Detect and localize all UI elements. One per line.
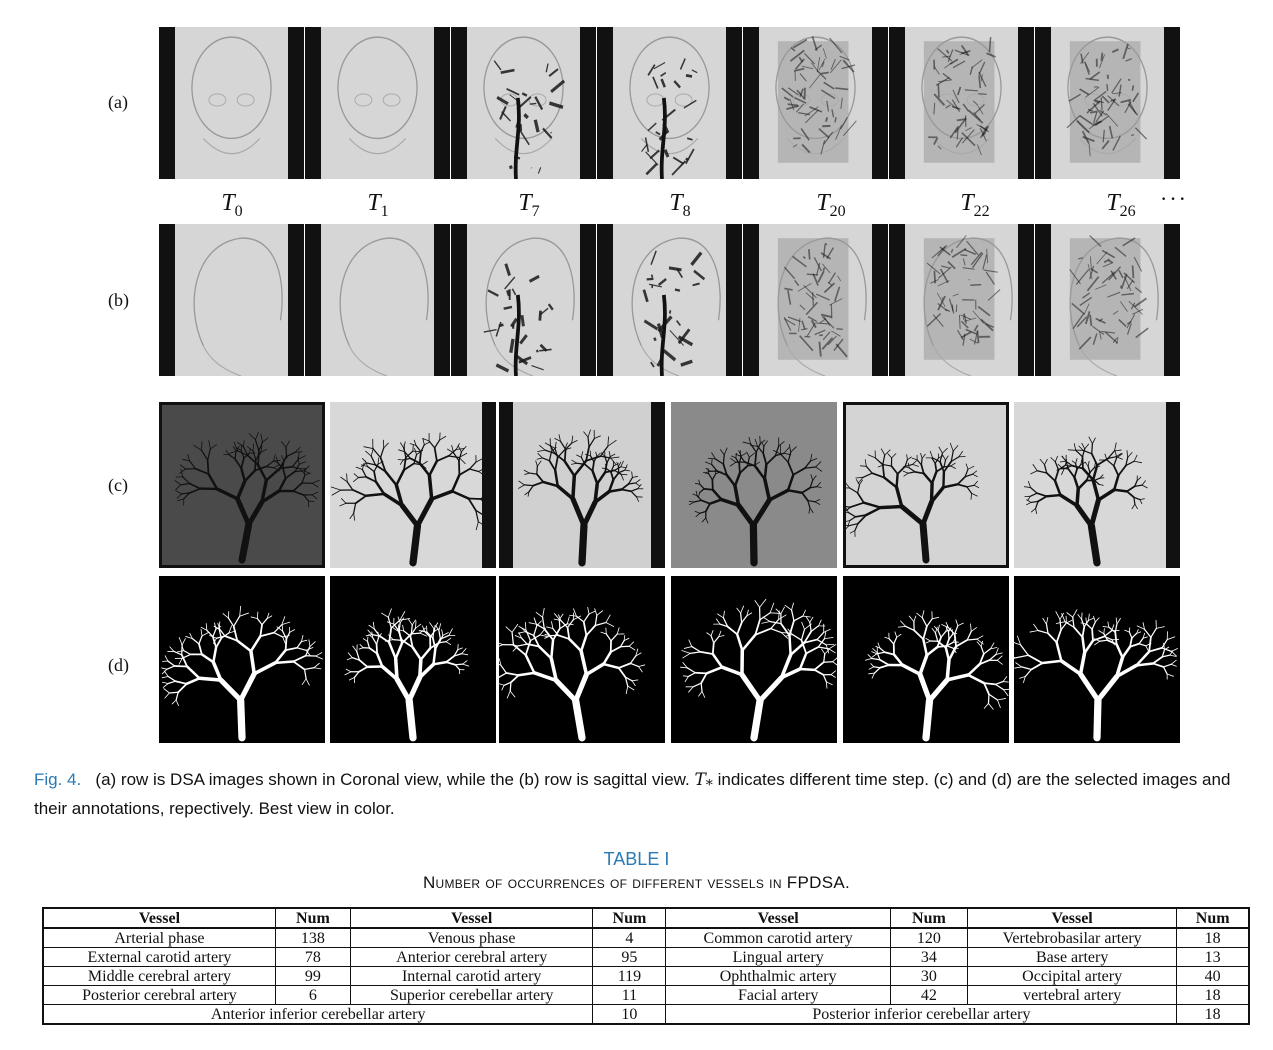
annotation-mask-2: [499, 576, 665, 743]
caption-part2: indicates different time step. (c) and (…: [34, 770, 1231, 819]
time-step-0: T0: [221, 190, 243, 220]
vessel-name-cell: Vertebrobasilar artery: [966, 927, 1178, 948]
dsa-frame-b-4: [743, 224, 888, 376]
vessel-count-cell: 120: [889, 927, 968, 948]
vessel-name-cell: Venous phase: [349, 927, 594, 948]
selected-image-0: [159, 402, 325, 568]
vessel-name-cell: Middle cerebral artery: [42, 966, 276, 986]
row-label-b: (b): [108, 290, 129, 310]
selected-image-5: [1014, 402, 1180, 568]
vessel-name-cell: Superior cerebellar artery: [349, 985, 594, 1005]
vessel-count-cell: 18: [1176, 927, 1250, 948]
table-header-2: Vessel: [349, 907, 594, 929]
selected-image-3: [671, 402, 837, 568]
vessel-count-cell: 78: [274, 947, 351, 967]
vessel-count-cell: 18: [1176, 1004, 1250, 1025]
dsa-frame-b-2: [451, 224, 596, 376]
table-row-last: Anterior inferior cerebellar artery 10 Pos…: [42, 1004, 1250, 1025]
caption-part1: (a) row is DSA images shown in Coronal v…: [95, 770, 690, 789]
dsa-frame-a-3: [597, 27, 742, 179]
vessel-name-cell: Anterior inferior cerebellar artery: [42, 1004, 594, 1025]
vessel-count-cell: 4: [592, 927, 667, 948]
time-step-1: T1: [367, 190, 389, 220]
vessel-count-cell: 138: [274, 927, 351, 948]
table-row: Posterior cerebral artery 6 Superior cereb…: [42, 985, 1250, 1005]
vessel-name-cell: Posterior inferior cerebellar artery: [665, 1004, 1178, 1025]
figure-label: Fig. 4.: [34, 770, 82, 789]
dsa-frame-a-1: [305, 27, 450, 179]
annotation-mask-0: [159, 576, 325, 743]
time-step-2: T7: [518, 190, 540, 220]
vessel-name-cell: Arterial phase: [42, 927, 276, 948]
table-row: External carotid artery 78 Anterior cerebr…: [42, 947, 1250, 967]
dsa-frame-b-0: [159, 224, 304, 376]
table-header-0: Vessel: [42, 907, 276, 929]
table-number: TABLE I: [603, 849, 670, 869]
table-row: Middle cerebral artery 99 Internal carotid…: [42, 966, 1250, 986]
vessel-count-cell: 119: [592, 966, 667, 986]
dsa-frame-b-5: [889, 224, 1034, 376]
figure-caption: Fig. 4. (a) row is DSA images shown in C…: [34, 768, 1264, 820]
vessel-count-cell: 95: [592, 947, 667, 967]
annotation-mask-1: [330, 576, 496, 743]
vessel-count-cell: 18: [1176, 985, 1250, 1005]
table-header-1: Num: [274, 907, 351, 929]
vessel-count-cell: 30: [889, 966, 968, 986]
vessel-name-cell: Anterior cerebral artery: [349, 947, 594, 967]
vessel-name-cell: Facial artery: [665, 985, 891, 1005]
time-step-3: T8: [669, 190, 691, 220]
table-row: Arterial phase 138 Venous phase 4 Common car…: [42, 927, 1250, 948]
vessel-name-cell: Posterior cerebral artery: [42, 985, 276, 1005]
table-title: Number of occurrences of different vesse…: [422, 873, 851, 892]
table-header-4: Vessel: [665, 907, 891, 929]
row-label-a: (a): [108, 92, 128, 112]
vessel-count-cell: 42: [889, 985, 968, 1005]
time-step-4: T20: [816, 190, 846, 220]
vessel-table: Vessel Num Vessel Num Vessel Num Vessel Num Arte…: [42, 907, 1250, 1025]
vessel-name-cell: Occipital artery: [966, 966, 1178, 986]
time-ellipsis: ···: [1160, 186, 1188, 211]
caption-math: T*: [694, 770, 713, 794]
dsa-frame-b-1: [305, 224, 450, 376]
dsa-frame-b-6: [1035, 224, 1180, 376]
vessel-count-cell: 34: [889, 947, 968, 967]
vessel-name-cell: Ophthalmic artery: [665, 966, 891, 986]
annotation-mask-4: [843, 576, 1009, 743]
table-header-5: Num: [889, 907, 968, 929]
vessel-count-cell: 13: [1176, 947, 1250, 967]
vessel-name-cell: Base artery: [966, 947, 1178, 967]
table-header-3: Num: [592, 907, 667, 929]
dsa-frame-a-5: [889, 27, 1034, 179]
vessel-name-cell: vertebral artery: [966, 985, 1178, 1005]
vessel-count-cell: 11: [592, 985, 667, 1005]
annotation-mask-3: [671, 576, 837, 743]
dsa-frame-a-4: [743, 27, 888, 179]
vessel-count-cell: 6: [274, 985, 351, 1005]
dsa-frame-b-3: [597, 224, 742, 376]
dsa-frame-a-0: [159, 27, 304, 179]
table-header-6: Vessel: [966, 907, 1178, 929]
vessel-count-cell: 10: [592, 1004, 667, 1025]
time-step-5: T22: [960, 190, 990, 220]
vessel-name-cell: External carotid artery: [42, 947, 276, 967]
row-label-d: (d): [108, 655, 129, 675]
dsa-frame-a-6: [1035, 27, 1180, 179]
selected-image-1: [330, 402, 496, 568]
vessel-name-cell: Internal carotid artery: [349, 966, 594, 986]
selected-image-4: [843, 402, 1009, 568]
vessel-name-cell: Common carotid artery: [665, 927, 891, 948]
table-header-7: Num: [1176, 907, 1250, 929]
row-label-c: (c): [108, 475, 128, 495]
vessel-count-cell: 40: [1176, 966, 1250, 986]
dsa-frame-a-2: [451, 27, 596, 179]
time-step-6: T26: [1106, 190, 1136, 220]
annotation-mask-5: [1014, 576, 1180, 743]
vessel-count-cell: 99: [274, 966, 351, 986]
vessel-name-cell: Lingual artery: [665, 947, 891, 967]
selected-image-2: [499, 402, 665, 568]
